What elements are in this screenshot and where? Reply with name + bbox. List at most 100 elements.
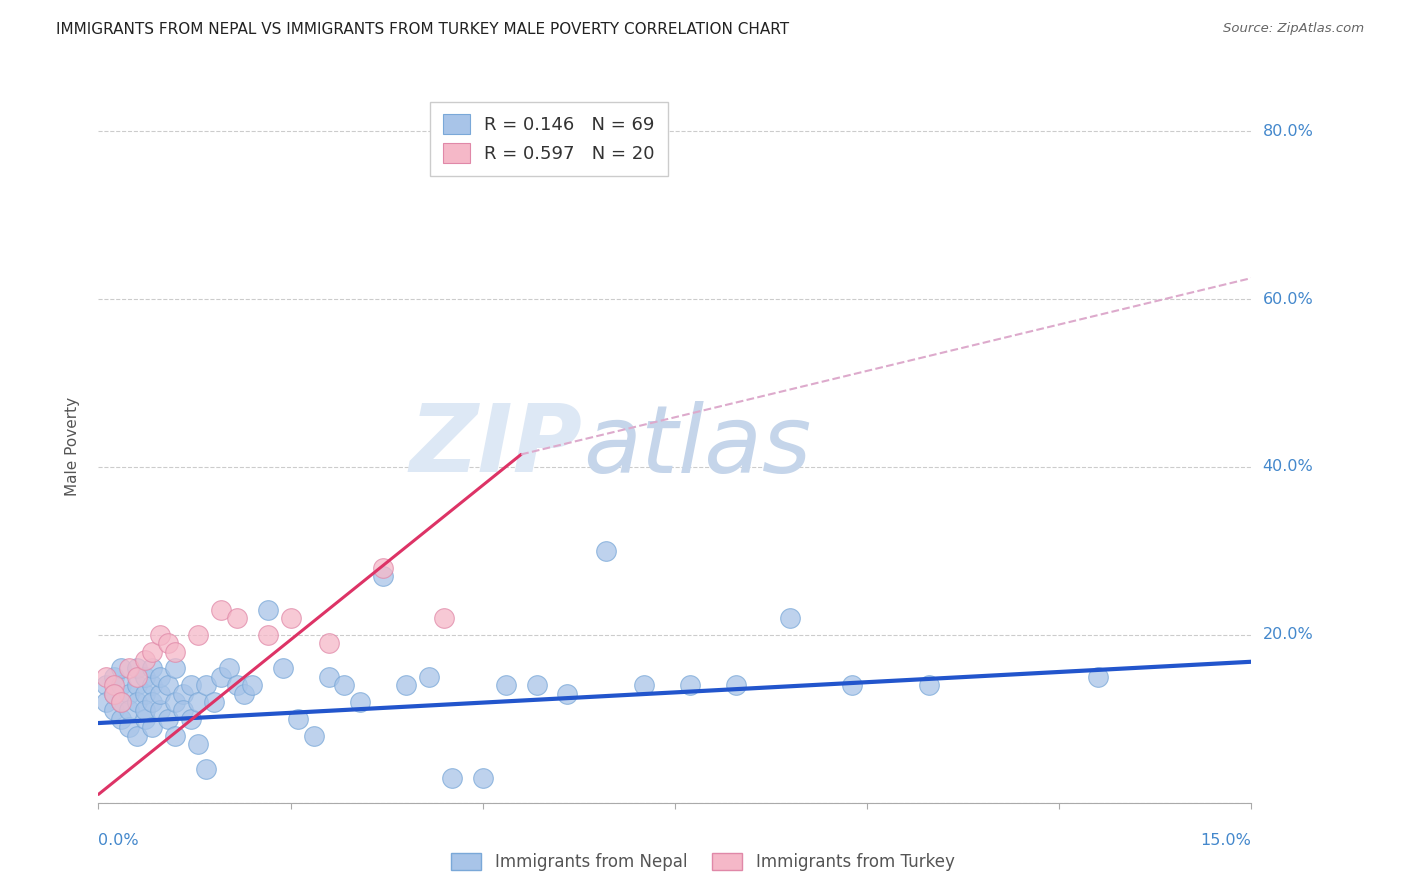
Point	[141, 695, 163, 709]
Point	[1087, 670, 1109, 684]
Point	[118, 687, 141, 701]
Point	[141, 645, 163, 659]
Point	[149, 670, 172, 684]
Point	[156, 712, 179, 726]
Point	[141, 678, 163, 692]
Point	[118, 661, 141, 675]
Point	[510, 124, 533, 138]
Point	[134, 670, 156, 684]
Legend: Immigrants from Nepal, Immigrants from Turkey: Immigrants from Nepal, Immigrants from T…	[443, 845, 963, 880]
Point	[218, 661, 240, 675]
Point	[180, 678, 202, 692]
Point	[103, 670, 125, 684]
Point	[440, 771, 463, 785]
Point	[103, 687, 125, 701]
Point	[187, 737, 209, 751]
Legend: R = 0.146   N = 69, R = 0.597   N = 20: R = 0.146 N = 69, R = 0.597 N = 20	[430, 102, 668, 176]
Text: 0.0%: 0.0%	[98, 833, 139, 848]
Text: 60.0%: 60.0%	[1263, 292, 1313, 307]
Point	[110, 695, 132, 709]
Text: 15.0%: 15.0%	[1201, 833, 1251, 848]
Point	[349, 695, 371, 709]
Point	[125, 729, 148, 743]
Point	[195, 762, 218, 776]
Point	[209, 670, 232, 684]
Text: ZIP: ZIP	[409, 400, 582, 492]
Point	[149, 703, 172, 717]
Point	[240, 678, 263, 692]
Point	[134, 653, 156, 667]
Point	[125, 695, 148, 709]
Point	[134, 712, 156, 726]
Point	[103, 687, 125, 701]
Point	[725, 678, 748, 692]
Point	[526, 678, 548, 692]
Point	[94, 670, 117, 684]
Point	[134, 687, 156, 701]
Point	[433, 611, 456, 625]
Point	[103, 703, 125, 717]
Point	[595, 544, 617, 558]
Point	[149, 687, 172, 701]
Point	[395, 678, 418, 692]
Point	[125, 670, 148, 684]
Point	[202, 695, 225, 709]
Point	[371, 560, 394, 574]
Point	[195, 678, 218, 692]
Point	[134, 703, 156, 717]
Point	[172, 687, 194, 701]
Point	[187, 695, 209, 709]
Point	[110, 661, 132, 675]
Point	[156, 678, 179, 692]
Point	[165, 661, 187, 675]
Text: IMMIGRANTS FROM NEPAL VS IMMIGRANTS FROM TURKEY MALE POVERTY CORRELATION CHART: IMMIGRANTS FROM NEPAL VS IMMIGRANTS FROM…	[56, 22, 789, 37]
Point	[271, 661, 294, 675]
Point	[94, 695, 117, 709]
Point	[841, 678, 863, 692]
Point	[125, 678, 148, 692]
Y-axis label: Male Poverty: Male Poverty	[65, 396, 80, 496]
Point	[187, 628, 209, 642]
Point	[256, 603, 278, 617]
Point	[125, 661, 148, 675]
Point	[287, 712, 309, 726]
Point	[679, 678, 702, 692]
Point	[165, 645, 187, 659]
Point	[633, 678, 655, 692]
Point	[118, 720, 141, 734]
Point	[118, 703, 141, 717]
Point	[555, 687, 578, 701]
Point	[418, 670, 440, 684]
Point	[917, 678, 939, 692]
Point	[371, 569, 394, 583]
Point	[225, 678, 247, 692]
Point	[302, 729, 325, 743]
Point	[165, 729, 187, 743]
Point	[233, 687, 256, 701]
Point	[156, 636, 179, 650]
Point	[280, 611, 302, 625]
Point	[779, 611, 801, 625]
Point	[110, 695, 132, 709]
Point	[318, 636, 340, 650]
Point	[318, 670, 340, 684]
Point	[110, 678, 132, 692]
Point	[141, 720, 163, 734]
Point	[103, 678, 125, 692]
Point	[495, 678, 517, 692]
Point	[225, 611, 247, 625]
Point	[172, 703, 194, 717]
Point	[94, 678, 117, 692]
Point	[110, 712, 132, 726]
Point	[209, 603, 232, 617]
Text: Source: ZipAtlas.com: Source: ZipAtlas.com	[1223, 22, 1364, 36]
Point	[165, 695, 187, 709]
Point	[256, 628, 278, 642]
Text: 80.0%: 80.0%	[1263, 124, 1313, 138]
Point	[471, 771, 494, 785]
Point	[141, 661, 163, 675]
Text: 20.0%: 20.0%	[1263, 627, 1313, 642]
Text: 40.0%: 40.0%	[1263, 459, 1313, 475]
Point	[180, 712, 202, 726]
Point	[333, 678, 356, 692]
